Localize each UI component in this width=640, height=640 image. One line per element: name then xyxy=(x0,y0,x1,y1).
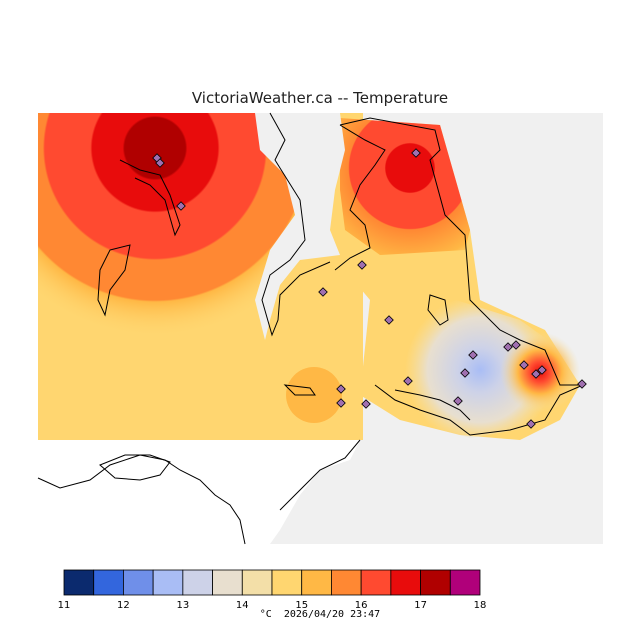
station-marker[interactable] xyxy=(384,315,394,325)
station-marker[interactable] xyxy=(511,340,521,350)
coastlines xyxy=(37,112,584,545)
legend-swatch xyxy=(331,569,362,596)
legend-timestamp: 2026/04/20 23:47 xyxy=(283,609,381,620)
legend-colorbar xyxy=(63,569,481,596)
station-marker[interactable] xyxy=(176,201,186,211)
legend-unit: °C xyxy=(259,609,272,620)
legend-tick-label: 15 xyxy=(295,600,308,611)
station-marker[interactable] xyxy=(526,419,536,429)
legend-swatch xyxy=(449,569,481,596)
station-marker[interactable] xyxy=(503,342,513,352)
legend-tick-label: 18 xyxy=(474,600,487,611)
station-marker[interactable] xyxy=(577,379,587,389)
legend-swatch xyxy=(241,569,273,596)
station-marker[interactable] xyxy=(318,287,328,297)
legend-swatch xyxy=(152,569,184,596)
station-marker[interactable] xyxy=(336,384,346,394)
legend-swatch xyxy=(63,569,95,596)
legend-swatch xyxy=(360,569,392,596)
station-marker[interactable] xyxy=(403,376,413,386)
legend-swatch xyxy=(123,569,154,596)
legend-swatch xyxy=(182,569,213,596)
station-markers[interactable] xyxy=(152,148,587,429)
water-body-channel xyxy=(255,113,345,340)
station-marker[interactable] xyxy=(155,158,165,168)
legend-swatch xyxy=(301,569,332,596)
legend-swatch xyxy=(212,569,243,596)
legend-tick-label: 13 xyxy=(176,600,189,611)
legend-tick-labels: 11 12 13 14 15 16 17 18 xyxy=(58,600,487,611)
legend-swatch xyxy=(420,569,451,596)
legend-tick-label: 16 xyxy=(355,600,368,611)
legend-tick-label: 17 xyxy=(414,600,427,611)
station-marker[interactable] xyxy=(531,369,541,379)
station-marker[interactable] xyxy=(336,398,346,408)
legend-tick-label: 12 xyxy=(117,600,130,611)
water-body-south xyxy=(38,440,360,544)
map-title: VictoriaWeather.ca -- Temperature xyxy=(191,89,449,107)
station-marker[interactable] xyxy=(468,350,478,360)
legend-footer: °C 2026/04/20 23:47 xyxy=(0,609,640,620)
station-marker[interactable] xyxy=(519,360,529,370)
legend-tick-label: 11 xyxy=(58,600,71,611)
legend-swatch xyxy=(93,569,124,596)
station-marker[interactable] xyxy=(357,260,367,270)
station-marker[interactable] xyxy=(453,396,463,406)
station-marker[interactable] xyxy=(361,399,371,409)
station-marker[interactable] xyxy=(411,148,421,158)
station-marker[interactable] xyxy=(460,368,470,378)
legend-swatch xyxy=(271,569,303,596)
station-marker[interactable] xyxy=(537,365,547,375)
legend-swatch xyxy=(390,569,421,596)
legend-tick-label: 14 xyxy=(236,600,249,611)
